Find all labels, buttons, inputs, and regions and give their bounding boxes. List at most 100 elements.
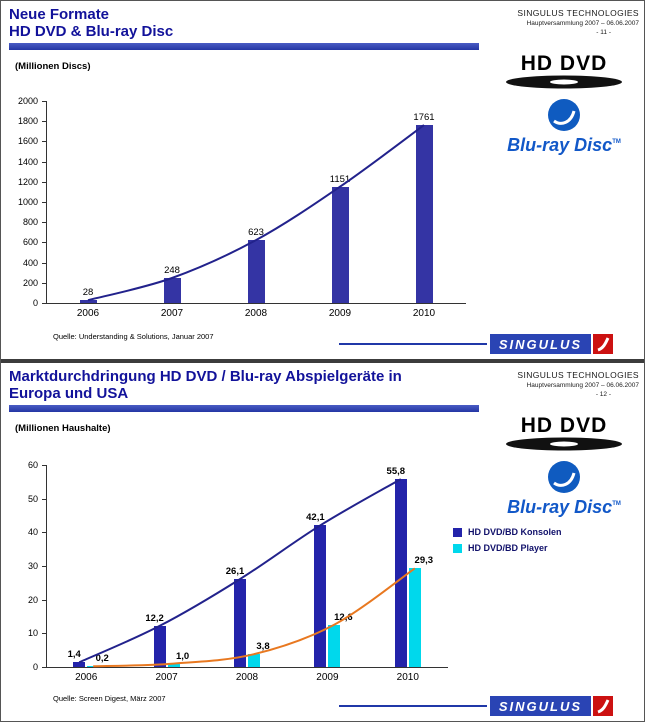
units-label: (Millionen Discs) [15, 61, 91, 72]
y-axis-tick [42, 532, 46, 534]
disc-forecast-chart: 0 200 400 600 800 1000 1200 1400 1600 1800 2000 200… [1, 1, 644, 359]
bar-2010 [415, 125, 433, 303]
header-corner: SINGULUS TECHNOLOGIES Hauptversammlung 2… [517, 8, 639, 36]
x-axis-label: 2006 [76, 308, 100, 319]
blu-ray-logo: Blu-ray DiscTM [507, 460, 621, 517]
bar-2007 [163, 277, 181, 303]
x-axis-label: 2010 [396, 672, 419, 683]
footer-rule [338, 343, 487, 345]
y-axis-tick-label: 1200 [17, 176, 38, 187]
bar-2009-2 [328, 624, 341, 667]
value-label: 29,3 [414, 555, 434, 567]
x-axis [46, 303, 466, 304]
legend-item-konsolen: HD DVD/BD Konsolen [453, 527, 562, 537]
singulus-red-mark [593, 696, 613, 716]
event-name: Hauptversammlung 2007 – 06.06.2007 [526, 20, 639, 27]
page-number: - 12 - [595, 391, 611, 398]
y-axis-tick-label: 0 [32, 662, 38, 672]
y-axis-tick [42, 599, 46, 601]
bar-2007-2 [167, 663, 180, 667]
format-logos: HD DVD Blu-ray DiscTM [490, 53, 638, 155]
x-axis-label: 2006 [75, 672, 98, 683]
y-axis-tick-label: 10 [27, 628, 38, 639]
y-axis-tick-label: 20 [27, 594, 38, 605]
slide-neue-formate: 0 200 400 600 800 1000 1200 1400 1600 1800 2000 200… [1, 1, 644, 359]
hd-dvd-disc-icon [506, 75, 622, 89]
source-note: Quelle: Screen Digest, März 2007 [53, 694, 166, 703]
legend-label-konsolen: HD DVD/BD Konsolen [468, 527, 562, 537]
y-axis [46, 101, 47, 303]
singulus-red-mark [593, 334, 613, 354]
y-axis-tick [42, 465, 46, 466]
slide-footer: SINGULUS [338, 696, 613, 716]
y-axis-tick [42, 202, 46, 203]
y-axis-tick-label: 60 [27, 460, 38, 470]
x-axis-label: 2008 [244, 308, 268, 319]
hd-dvd-logo: HD DVD [504, 415, 624, 452]
footer-rule [338, 705, 487, 707]
page-number: - 11 - [596, 29, 611, 36]
company-name: SINGULUS TECHNOLOGIES [517, 370, 639, 380]
blu-ray-logo: Blu-ray DiscTM [507, 98, 621, 155]
singulus-swoosh-icon [597, 337, 610, 352]
value-label: 1,0 [175, 650, 190, 662]
y-axis-tick-label: 1000 [17, 197, 38, 207]
y-axis-tick [42, 141, 46, 143]
value-label: 42,1 [306, 512, 325, 524]
y-axis-tick-label: 600 [22, 237, 38, 248]
trademark-symbol: TM [612, 139, 621, 145]
bar-2006-1 [73, 662, 86, 667]
value-label: 1151 [329, 173, 351, 185]
y-axis-tick-label: 1400 [17, 156, 38, 167]
title-underline-bar [9, 43, 479, 50]
legend-item-player: HD DVD/BD Player [453, 543, 562, 553]
blu-ray-wordmark: Blu-ray DiscTM [507, 497, 621, 517]
y-axis-tick [42, 498, 46, 500]
x-axis-label: 2007 [155, 672, 178, 683]
x-axis-label: 2009 [316, 672, 339, 683]
source-note: Quelle: Understanding & Solutions, Janua… [53, 332, 214, 341]
bar-2009-1 [314, 525, 327, 667]
value-label: 12,2 [145, 612, 164, 624]
x-axis-label: 2008 [235, 672, 259, 683]
y-axis-tick-label: 400 [22, 257, 38, 268]
value-label: 0,2 [95, 652, 109, 664]
blu-ray-disc-icon [548, 99, 580, 131]
y-axis-tick-label: 2000 [17, 96, 38, 106]
y-axis-tick [42, 633, 46, 635]
y-axis-tick-label: 800 [22, 217, 38, 228]
value-label: 28 [82, 287, 94, 299]
y-axis-tick-label: 30 [27, 561, 38, 571]
legend-swatch-konsolen [453, 527, 462, 537]
y-axis-tick-label: 50 [27, 493, 38, 504]
bar-2006-2 [87, 665, 100, 667]
legend-label-player: HD DVD/BD Player [468, 543, 548, 553]
singulus-wordmark: SINGULUS [498, 336, 582, 352]
y-axis-tick [42, 121, 46, 123]
y-axis-tick-label: 1800 [17, 116, 38, 127]
value-label: 248 [164, 264, 180, 276]
event-name: Hauptversammlung 2007 – 06.06.2007 [526, 382, 639, 389]
x-axis-label: 2007 [160, 308, 184, 319]
y-axis-tick-label: 1600 [17, 136, 38, 147]
slide-subtitle: HD DVD & Blu-ray Disc [9, 23, 174, 40]
y-axis-tick [42, 222, 46, 224]
company-name: SINGULUS TECHNOLOGIES [517, 8, 639, 18]
bar-2009 [331, 186, 349, 303]
singulus-swoosh-icon [597, 699, 610, 714]
x-axis [46, 667, 448, 668]
x-axis-label: 2010 [412, 308, 436, 319]
value-label: 623 [248, 227, 264, 239]
trademark-symbol: TM [612, 501, 621, 507]
y-axis [46, 465, 47, 667]
slide-title: Marktdurchdringung HD DVD / Blu-ray Absp… [9, 368, 402, 385]
bar-2008 [247, 240, 265, 303]
y-axis-tick [42, 566, 46, 567]
y-axis-tick-label: 0 [32, 298, 38, 308]
hd-dvd-wordmark: HD DVD [520, 52, 608, 75]
value-label: 1761 [413, 112, 435, 124]
bar-2010-1 [394, 479, 407, 667]
value-label: 3,8 [256, 641, 270, 653]
value-label: 26,1 [225, 566, 245, 578]
y-axis-tick [42, 262, 46, 264]
